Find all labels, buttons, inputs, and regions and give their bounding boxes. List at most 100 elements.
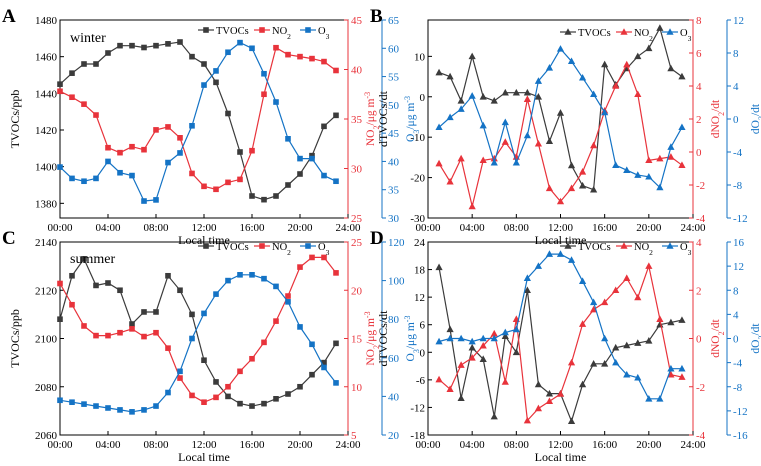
panel-a-o3-point bbox=[81, 178, 87, 185]
panel-c-no2-tick-label: 10 bbox=[351, 382, 363, 394]
panel-b-tvocs-point bbox=[468, 52, 476, 60]
panel-c-no2-point bbox=[177, 375, 183, 381]
panel-c-label: C bbox=[2, 228, 16, 249]
panel-d-tvocs-point bbox=[512, 348, 520, 356]
panel-b-o3-point bbox=[556, 45, 565, 52]
panel-c-no2-point bbox=[141, 333, 147, 340]
panel-c-season-label: summer bbox=[70, 252, 115, 267]
panel-c-tvocs-point bbox=[177, 287, 183, 294]
panel-b-legend-no2-label: NO2 bbox=[634, 28, 653, 43]
panel-a-no2-point bbox=[309, 55, 315, 62]
panel-d-o3-point bbox=[468, 337, 476, 345]
panel-d-no2-point bbox=[612, 286, 620, 294]
panel-b-no2-point bbox=[667, 153, 675, 160]
panel-b-legend-tvocs-marker bbox=[564, 28, 572, 35]
panel-b-no2-point bbox=[501, 138, 509, 145]
panel-c-no2-point bbox=[117, 329, 123, 336]
panel-a-left-tick-label: 1460 bbox=[35, 52, 58, 64]
panel-b-no2-point bbox=[578, 168, 587, 175]
panel-b-no2-point bbox=[623, 60, 631, 68]
panel-a-o3-tick-label: 60 bbox=[388, 43, 400, 55]
panel-d-no2-tick-label: 2 bbox=[696, 285, 702, 297]
panel-a-o3-point bbox=[333, 178, 339, 185]
panel-d-legend-o3-marker bbox=[666, 242, 674, 249]
panel-c-no2-point bbox=[165, 345, 171, 351]
panel-d-tvocs-point bbox=[446, 325, 454, 333]
panel-a-o3-point bbox=[105, 158, 111, 165]
panel-d-tvocs-point bbox=[457, 394, 465, 402]
panel-d-left-tick-label: -12 bbox=[410, 402, 425, 414]
panel-d-o3-tick-label: -8 bbox=[733, 382, 743, 394]
panel-b-tvocs-point bbox=[490, 97, 498, 104]
panel-a-xtick-label: 12:00 bbox=[191, 222, 217, 234]
panel-c-o3-tick-label: 20 bbox=[388, 430, 400, 442]
panel-c-tvocs-point bbox=[141, 309, 147, 315]
panel-a-no2-point bbox=[249, 147, 255, 154]
panel-d-o3-point bbox=[601, 334, 609, 342]
panel-d-tvocs-point bbox=[435, 263, 443, 271]
panel-d-o3-point bbox=[567, 256, 576, 263]
panel-d-tvocs-point bbox=[678, 316, 686, 323]
panel-a-left-tick-label: 1420 bbox=[35, 125, 58, 137]
panel-d-no2-axis-title: dNO2/dt bbox=[710, 318, 726, 357]
panel-b-no2-tick-label: 6 bbox=[696, 48, 702, 60]
panel-c-legend-o3-label: O3 bbox=[318, 242, 330, 257]
panel-d-no2-point bbox=[678, 373, 686, 380]
panel-a-no2-point bbox=[213, 186, 219, 193]
panel-c-o3-tick-label: 120 bbox=[388, 237, 405, 249]
panel-c-o3-tick-label: 80 bbox=[388, 314, 400, 326]
panel-b-tvocs-point bbox=[678, 72, 686, 80]
panel-c-tvocs-point bbox=[321, 359, 327, 366]
panel-d-xtick-label: 20:00 bbox=[636, 439, 662, 451]
panel-b-o3-point bbox=[512, 158, 520, 166]
panel-a-o3-point bbox=[189, 122, 195, 129]
panel-b-tvocs-point bbox=[556, 109, 565, 116]
panel-d-o3-point bbox=[490, 334, 498, 342]
panel-c-tvocs-point bbox=[249, 403, 255, 409]
panel-b-legend-tvocs-label: TVOCs bbox=[578, 28, 611, 39]
panel-a-o3-tick-label: 55 bbox=[388, 72, 400, 84]
panel-a-no2-point bbox=[129, 143, 135, 150]
panel-c-tvocs-point bbox=[129, 321, 135, 327]
panel-a-xtick-label: 20:00 bbox=[287, 222, 313, 234]
panel-c-o3-point bbox=[297, 324, 303, 330]
panel-a-o3-point bbox=[177, 150, 183, 156]
panel-a-o3-point bbox=[153, 197, 159, 203]
panel-a-tvocs-point bbox=[177, 39, 183, 45]
panel-d-no2-point bbox=[623, 274, 631, 281]
panel-b-xtick-label: 20:00 bbox=[636, 222, 662, 234]
panel-a-no2-tick-label: 30 bbox=[351, 164, 363, 176]
panel-a-left-tick-label: 1480 bbox=[35, 15, 58, 27]
panel-b-no2-point bbox=[523, 95, 531, 102]
panel-d-tvocs-point bbox=[545, 389, 554, 397]
panel-b-no2-tick-label: -2 bbox=[696, 180, 705, 192]
panel-d-tvocs-point bbox=[523, 286, 531, 294]
panel-a-o3-point bbox=[273, 99, 279, 105]
panel-c-tvocs-point bbox=[237, 400, 243, 407]
panel-c-left-tick-label: 2060 bbox=[35, 430, 58, 442]
panel-d-o3-tick-label: -16 bbox=[733, 430, 748, 442]
panel-a-o3-tick-label: 45 bbox=[388, 128, 400, 140]
panel-d-tvocs-point bbox=[667, 318, 675, 326]
panel-c-legend-no2-marker bbox=[259, 243, 265, 249]
panel-a-no2-axis-title: NO2/μg m-3 bbox=[363, 92, 381, 146]
panel-b-o3-point bbox=[457, 105, 465, 112]
panel-d-o3-tick-label: 8 bbox=[733, 285, 739, 297]
panel-a-o3-point bbox=[201, 82, 207, 88]
panel-d-no2-point bbox=[545, 397, 554, 405]
panel-d-tvocs-point bbox=[468, 343, 476, 351]
panel-d-legend-tvocs-marker bbox=[564, 242, 572, 249]
panel-d-left-tick-label: 0 bbox=[420, 347, 426, 359]
panel-c-xtick-label: 12:00 bbox=[191, 439, 217, 451]
panel-d-legend-no2-marker bbox=[620, 242, 628, 249]
panel-d-left-tick-label: 12 bbox=[414, 292, 425, 304]
panel-d-legend-o3-label: O3 bbox=[680, 242, 692, 257]
panel-a-legend-no2-marker bbox=[259, 27, 265, 33]
panel-b-o3-point bbox=[501, 118, 509, 126]
panel-d-no2-point bbox=[667, 370, 675, 378]
panel-a-tvocs-point bbox=[57, 81, 63, 87]
panel-c-o3-point bbox=[69, 399, 75, 405]
panel-b-no2-point bbox=[678, 161, 686, 168]
panel-b-no2-point bbox=[446, 177, 454, 185]
panel-b-tvocs-point bbox=[446, 72, 454, 80]
